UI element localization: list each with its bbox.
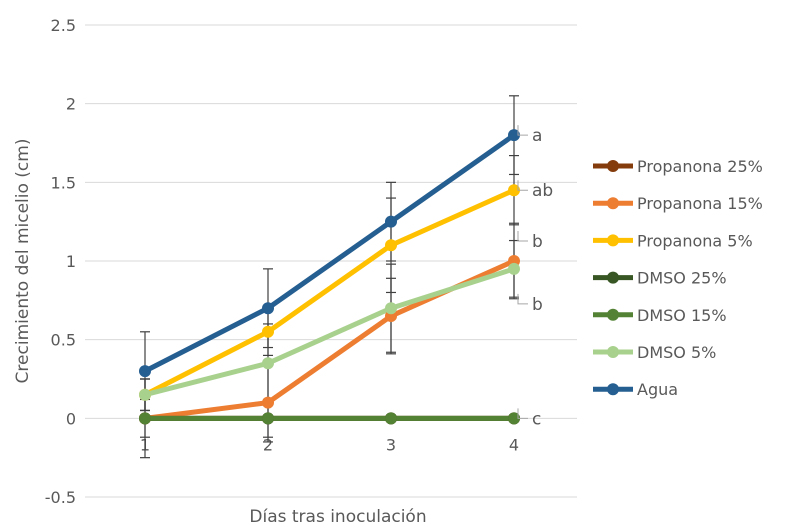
data-points bbox=[139, 129, 520, 425]
legend-swatch-marker bbox=[607, 197, 619, 210]
legend: Propanona 25% Propanona 15% Propanona 5% DM… bbox=[593, 157, 763, 399]
y-tick-label: 0.5 bbox=[51, 331, 76, 350]
annotation-label: b bbox=[532, 295, 543, 315]
legend-label: Propanona 25% bbox=[637, 157, 763, 176]
y-axis-title: Crecimiento del micelio (cm) bbox=[13, 139, 33, 384]
y-tick-label: 1.5 bbox=[51, 173, 76, 192]
legend-label: Propanona 15% bbox=[637, 194, 763, 213]
data-point-agua bbox=[385, 215, 397, 228]
series-line-propanona-5 bbox=[142, 187, 517, 398]
annotation-label: b bbox=[532, 232, 543, 252]
legend-label: DMSO 25% bbox=[637, 269, 727, 288]
x-tick-label: 2 bbox=[263, 435, 273, 454]
x-tick-label: 4 bbox=[509, 435, 519, 454]
error-bars bbox=[140, 95, 519, 459]
annotation-label: c bbox=[532, 409, 541, 429]
data-point-propanona-5 bbox=[508, 184, 520, 197]
data-point-propanona-15 bbox=[262, 396, 274, 409]
y-tick-label: 2.5 bbox=[51, 16, 76, 35]
legend-swatch-marker bbox=[607, 308, 619, 321]
legend-label: DMSO 5% bbox=[637, 343, 716, 362]
data-point-dmso-5 bbox=[385, 302, 397, 315]
legend-label: Agua bbox=[637, 380, 678, 399]
data-point-dmso-5 bbox=[139, 388, 151, 401]
y-tick-label: 1 bbox=[66, 252, 76, 271]
x-axis-title: Días tras inoculación bbox=[249, 507, 426, 527]
significance-annotations: a ab b b c bbox=[517, 125, 553, 429]
legend-swatch-marker bbox=[607, 160, 619, 172]
annotation-leader bbox=[517, 125, 528, 136]
annotation-leader bbox=[517, 408, 528, 419]
legend-swatch-marker bbox=[607, 271, 619, 284]
data-point-dmso-5 bbox=[508, 262, 520, 275]
data-point-dmso-15 bbox=[139, 412, 151, 425]
annotation-label: ab bbox=[532, 181, 553, 201]
legend-swatch-marker bbox=[607, 346, 619, 358]
x-tick-label: 3 bbox=[386, 435, 396, 454]
y-tick-label: 2 bbox=[66, 95, 76, 114]
data-point-propanona-5 bbox=[385, 239, 397, 252]
y-tick-label: 0 bbox=[66, 409, 76, 428]
legend-label: DMSO 15% bbox=[637, 306, 727, 325]
annotation-leader bbox=[517, 293, 528, 305]
data-point-agua bbox=[139, 365, 151, 378]
y-tick-label: -0.5 bbox=[45, 488, 76, 507]
legend-swatch-marker bbox=[607, 383, 619, 396]
y-axis-ticks: -0.5 0 0.5 1 1.5 2 2.5 bbox=[45, 16, 76, 507]
legend-label: Propanona 5% bbox=[637, 231, 753, 250]
data-point-propanona-5 bbox=[262, 325, 274, 338]
data-point-dmso-15 bbox=[508, 412, 520, 425]
data-point-agua bbox=[508, 129, 520, 142]
data-point-dmso-5 bbox=[262, 357, 274, 370]
series-line-dmso-5 bbox=[142, 266, 517, 398]
series-line-agua bbox=[142, 132, 517, 374]
annotation-leader bbox=[517, 231, 528, 242]
annotation-leader bbox=[517, 180, 528, 191]
data-point-dmso-15 bbox=[262, 412, 274, 425]
annotation-label: a bbox=[532, 126, 542, 146]
data-point-agua bbox=[262, 302, 274, 315]
data-point-dmso-15 bbox=[385, 412, 397, 425]
legend-swatch-marker bbox=[607, 234, 619, 247]
series-lines bbox=[142, 132, 517, 421]
